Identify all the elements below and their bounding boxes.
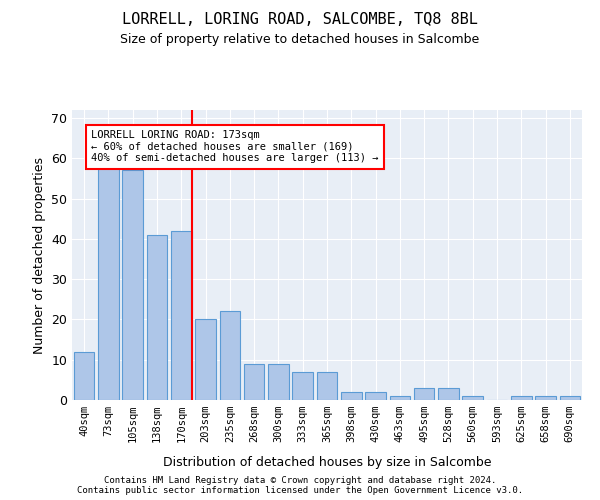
Bar <box>438 388 459 400</box>
Bar <box>341 392 362 400</box>
Bar <box>560 396 580 400</box>
Bar <box>98 166 119 400</box>
Bar <box>292 372 313 400</box>
Bar <box>122 170 143 400</box>
Bar <box>171 231 191 400</box>
Bar <box>535 396 556 400</box>
Bar <box>195 320 216 400</box>
Bar <box>389 396 410 400</box>
Bar <box>317 372 337 400</box>
Text: Size of property relative to detached houses in Salcombe: Size of property relative to detached ho… <box>121 32 479 46</box>
Bar <box>268 364 289 400</box>
Bar <box>365 392 386 400</box>
Text: LORRELL, LORING ROAD, SALCOMBE, TQ8 8BL: LORRELL, LORING ROAD, SALCOMBE, TQ8 8BL <box>122 12 478 28</box>
Bar <box>220 312 240 400</box>
Bar <box>463 396 483 400</box>
Bar <box>244 364 265 400</box>
Bar <box>74 352 94 400</box>
Bar <box>511 396 532 400</box>
Y-axis label: Number of detached properties: Number of detached properties <box>32 156 46 354</box>
X-axis label: Distribution of detached houses by size in Salcombe: Distribution of detached houses by size … <box>163 456 491 469</box>
Bar <box>146 235 167 400</box>
Text: Contains HM Land Registry data © Crown copyright and database right 2024.
Contai: Contains HM Land Registry data © Crown c… <box>77 476 523 495</box>
Bar <box>414 388 434 400</box>
Text: LORRELL LORING ROAD: 173sqm
← 60% of detached houses are smaller (169)
40% of se: LORRELL LORING ROAD: 173sqm ← 60% of det… <box>91 130 379 164</box>
